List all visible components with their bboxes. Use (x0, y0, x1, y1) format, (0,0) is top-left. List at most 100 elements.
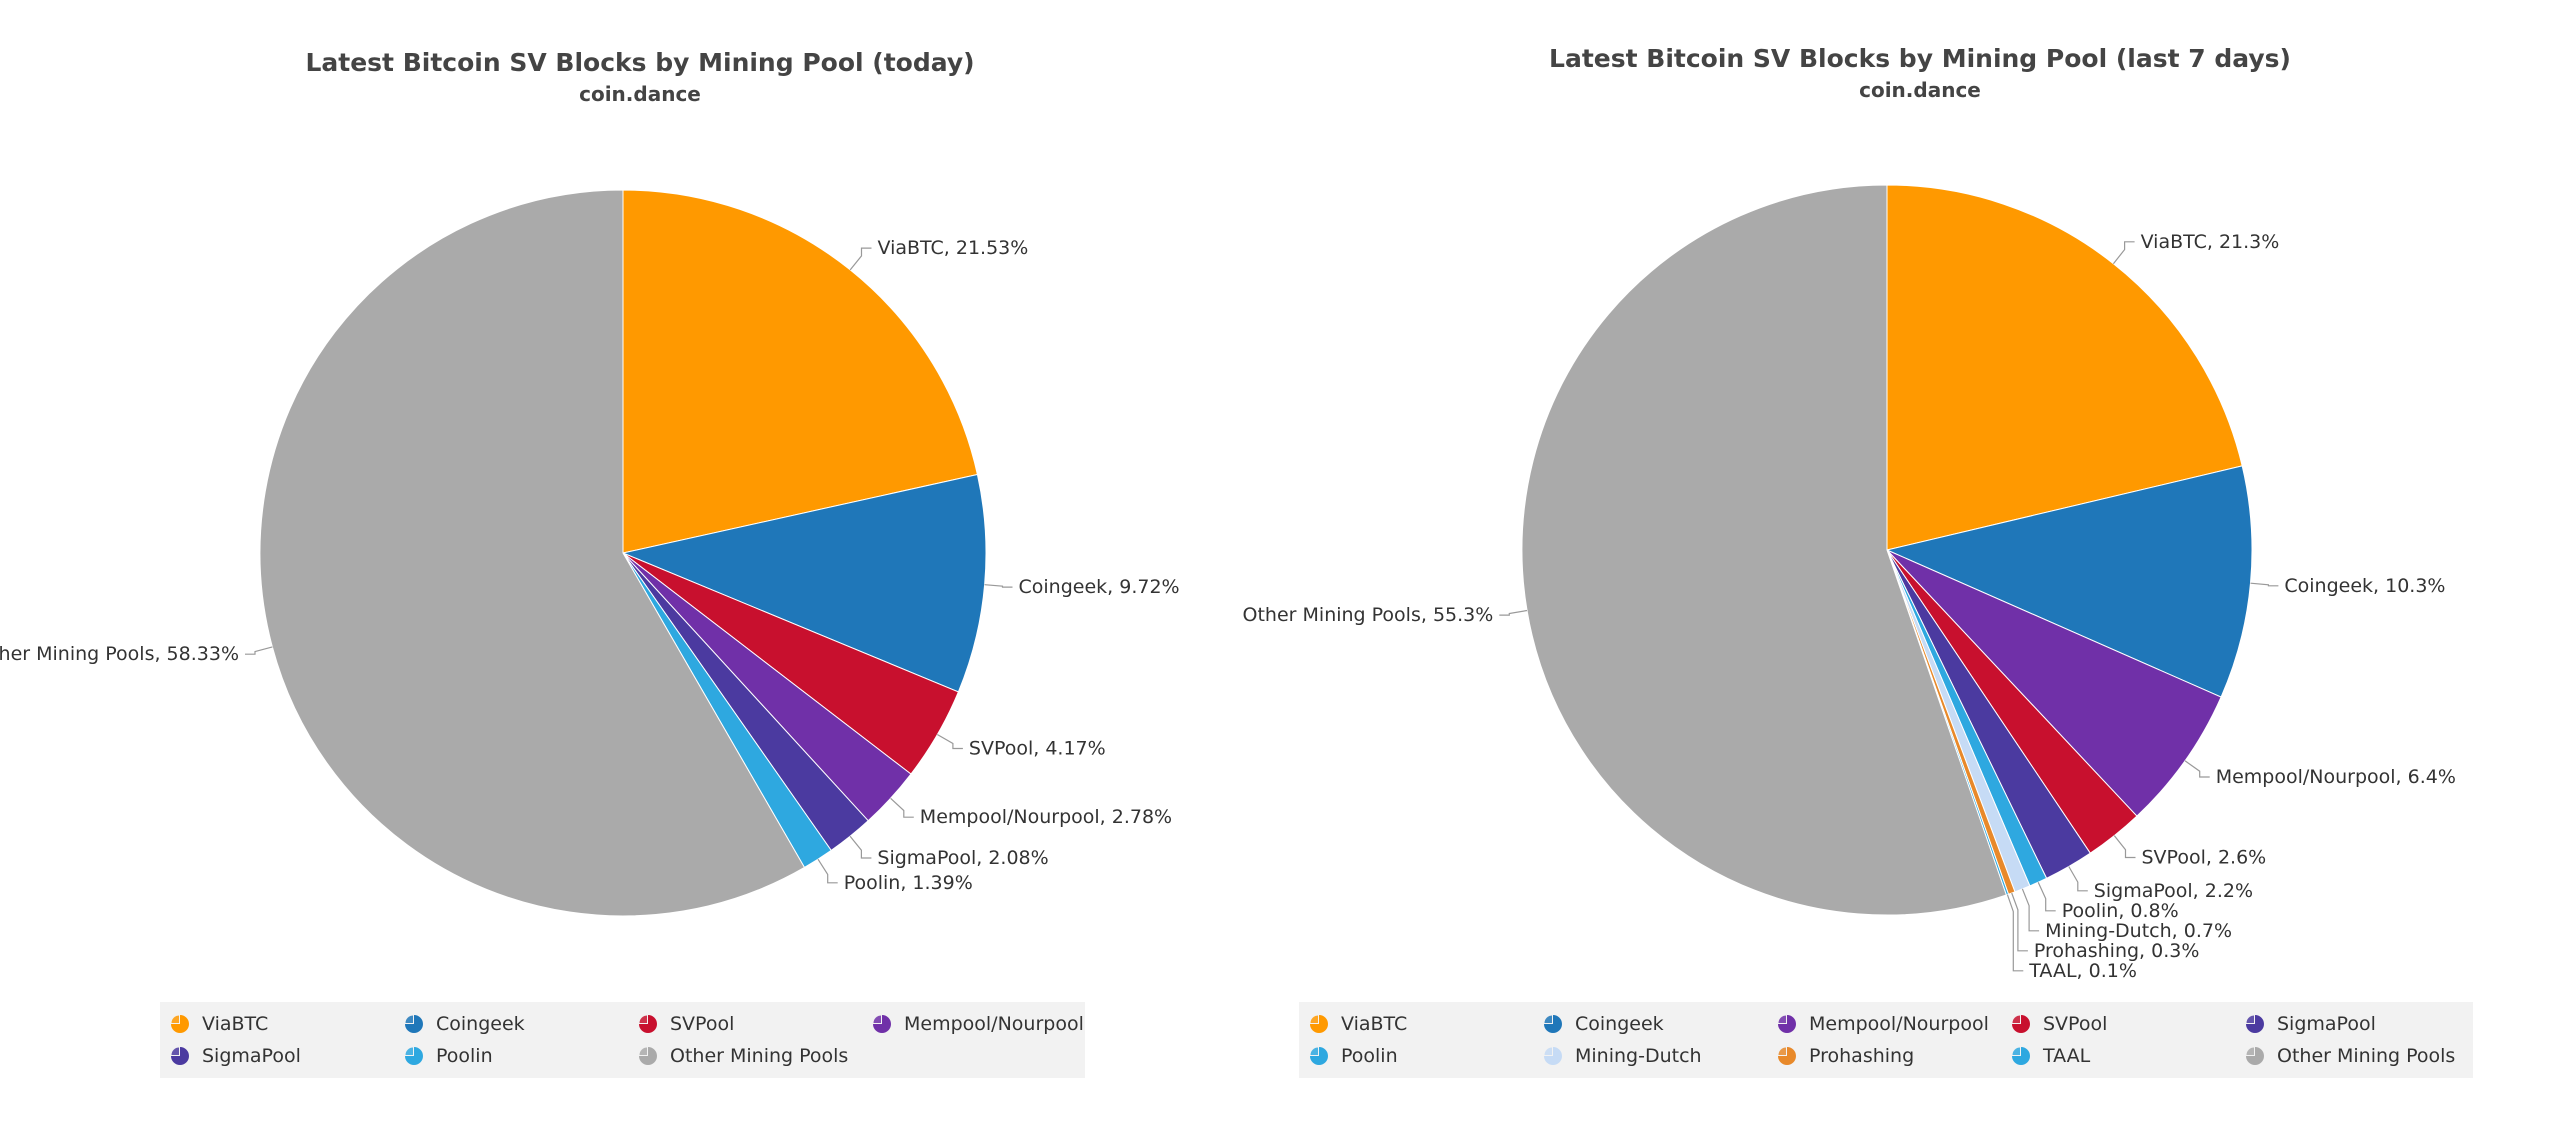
pie-icon (1544, 1047, 1562, 1065)
legend-label: ViaBTC (202, 1013, 269, 1035)
label-connector (2112, 241, 2135, 265)
legend-item-coingeek[interactable]: Coingeek (1543, 1008, 1664, 1040)
label-connector (1499, 609, 1528, 616)
label-connector (890, 797, 914, 818)
legend-item-viabtc[interactable]: ViaBTC (170, 1008, 268, 1040)
slice-label-svpool: SVPool, 4.17% (969, 738, 1106, 760)
legend-label: Mempool/Nourpool (1809, 1013, 1989, 1035)
chart-subtitle: coin.dance (1859, 78, 1981, 102)
legend-label: Coingeek (436, 1013, 525, 1035)
slice-label-mempool-nourpool: Mempool/Nourpool, 6.4% (2216, 766, 2456, 788)
legend-item-sigmapool[interactable]: SigmaPool (170, 1040, 301, 1072)
label-connector (2006, 894, 2024, 972)
slice-label-mining-dutch: Mining-Dutch, 0.7% (2045, 920, 2232, 942)
legend-item-mining-dutch[interactable]: Mining-Dutch (1543, 1040, 1702, 1072)
legend-item-sigmapool[interactable]: SigmaPool (2245, 1008, 2376, 1040)
legend-label: SVPool (670, 1013, 735, 1035)
label-connector (2021, 888, 2040, 932)
chart-legend: ViaBTC Coingeek Mempool/Nourpool SVPool Sigm… (1299, 1002, 2473, 1078)
legend-label: SigmaPool (2277, 1013, 2376, 1035)
legend-item-svpool[interactable]: SVPool (638, 1008, 734, 1040)
legend-item-prohashing[interactable]: Prohashing (1777, 1040, 1914, 1072)
pie-icon (639, 1015, 657, 1033)
legend-label: TAAL (2043, 1045, 2091, 1067)
pie-icon (873, 1015, 891, 1033)
pie-icon (1310, 1047, 1328, 1065)
slice-label-taal: TAAL, 0.1% (2028, 960, 2137, 982)
legend-item-other-mining-pools[interactable]: Other Mining Pools (638, 1040, 848, 1072)
slice-label-poolin: Poolin, 0.8% (2062, 900, 2179, 922)
legend-label: ViaBTC (1341, 1013, 1408, 1035)
label-connector (245, 646, 273, 655)
legend-label: Other Mining Pools (670, 1045, 849, 1067)
slice-label-sigmapool: SigmaPool, 2.2% (2094, 880, 2253, 902)
legend-item-coingeek[interactable]: Coingeek (404, 1008, 525, 1040)
pie-slice-viabtc[interactable] (1886, 184, 2243, 551)
pie-chart: ViaBTC, 21.3% Coingeek, 10.3% Mempool/Nour… (1243, 184, 2456, 982)
label-connector (937, 733, 963, 750)
legend-item-svpool[interactable]: SVPool (2011, 1008, 2107, 1040)
pie-icon (171, 1047, 189, 1065)
legend-item-other-mining-pools[interactable]: Other Mining Pools (2245, 1040, 2455, 1072)
slice-label-sigmapool: SigmaPool, 2.08% (877, 847, 1048, 869)
legend-item-mempool-nourpool[interactable]: Mempool/Nourpool (1777, 1008, 1989, 1040)
legend-item-poolin[interactable]: Poolin (1309, 1040, 1398, 1072)
chart-today: Latest Bitcoin SV Blocks by Mining Pool … (0, 48, 1180, 1078)
slice-label-viabtc: ViaBTC, 21.3% (2141, 231, 2280, 253)
label-connector (849, 247, 872, 271)
pie-icon (1310, 1015, 1328, 1033)
pie-slice-coingeek[interactable] (1885, 465, 2253, 698)
legend-label: Poolin (1341, 1045, 1398, 1067)
chart-last-7-days: Latest Bitcoin SV Blocks by Mining Pool … (1243, 0, 2560, 1138)
label-connector (2113, 835, 2136, 859)
legend-label: Poolin (436, 1045, 493, 1067)
slice-label-other-mining-pools: Other Mining Pools, 55.3% (1243, 604, 1494, 626)
slice-label-coingeek: Coingeek, 10.3% (2284, 575, 2445, 597)
legend-label: Mempool/Nourpool (904, 1013, 1084, 1035)
pie-icon (405, 1015, 423, 1033)
pie-icon (2012, 1015, 2030, 1033)
slice-label-other-mining-pools: Other Mining Pools, 58.33% (0, 643, 239, 665)
slice-label-svpool: SVPool, 2.6% (2142, 847, 2267, 869)
slice-label-viabtc: ViaBTC, 21.53% (878, 237, 1029, 259)
legend-label: Other Mining Pools (2277, 1045, 2456, 1067)
legend-item-poolin[interactable]: Poolin (404, 1040, 493, 1072)
pie-slice-mempool-nourpool[interactable] (1886, 549, 2222, 817)
label-connector (2037, 881, 2056, 912)
legend-label: Coingeek (1575, 1013, 1664, 1035)
pie-icon (171, 1015, 189, 1033)
slice-label-mempool-nourpool: Mempool/Nourpool, 2.78% (920, 806, 1172, 828)
legend-item-mempool-nourpool[interactable]: Mempool/Nourpool (872, 1008, 1084, 1040)
chart-subtitle: coin.dance (579, 82, 701, 106)
legend-item-viabtc[interactable]: ViaBTC (1309, 1008, 1407, 1040)
legend-label: SVPool (2043, 1013, 2108, 1035)
pie-slice-other-mining-pools[interactable] (1521, 184, 2007, 916)
label-connector (984, 584, 1013, 588)
slice-label-poolin: Poolin, 1.39% (844, 872, 973, 894)
label-connector (2184, 760, 2210, 778)
pie-icon (639, 1047, 657, 1065)
legend-item-taal[interactable]: TAAL (2011, 1040, 2090, 1072)
pie-slice-viabtc[interactable] (622, 189, 979, 554)
pie-icon (1544, 1015, 1562, 1033)
legend-label: Prohashing (1809, 1045, 1915, 1067)
label-connector (817, 858, 838, 884)
label-connector (2250, 582, 2279, 587)
pie-icon (405, 1047, 423, 1065)
pie-icon (2246, 1015, 2264, 1033)
label-connector (2011, 892, 2028, 952)
pie-icon (2246, 1047, 2264, 1065)
pie-chart: ViaBTC, 21.53% Coingeek, 9.72% SVPool, 4.1… (0, 189, 1180, 917)
chart-title: Latest Bitcoin SV Blocks by Mining Pool … (305, 48, 975, 77)
slice-label-prohashing: Prohashing, 0.3% (2034, 940, 2199, 962)
chart-legend: ViaBTC Coingeek SVPool Mempool/Nourpool Sigm… (160, 1002, 1085, 1078)
legend-label: Mining-Dutch (1575, 1045, 1702, 1067)
slice-label-coingeek: Coingeek, 9.72% (1019, 576, 1180, 598)
chart-title: Latest Bitcoin SV Blocks by Mining Pool … (1549, 44, 2291, 73)
pie-icon (2012, 1047, 2030, 1065)
label-connector (2068, 866, 2088, 892)
pie-icon (1778, 1015, 1796, 1033)
label-connector (849, 835, 872, 859)
legend-label: SigmaPool (202, 1045, 301, 1067)
pie-icon (1778, 1047, 1796, 1065)
